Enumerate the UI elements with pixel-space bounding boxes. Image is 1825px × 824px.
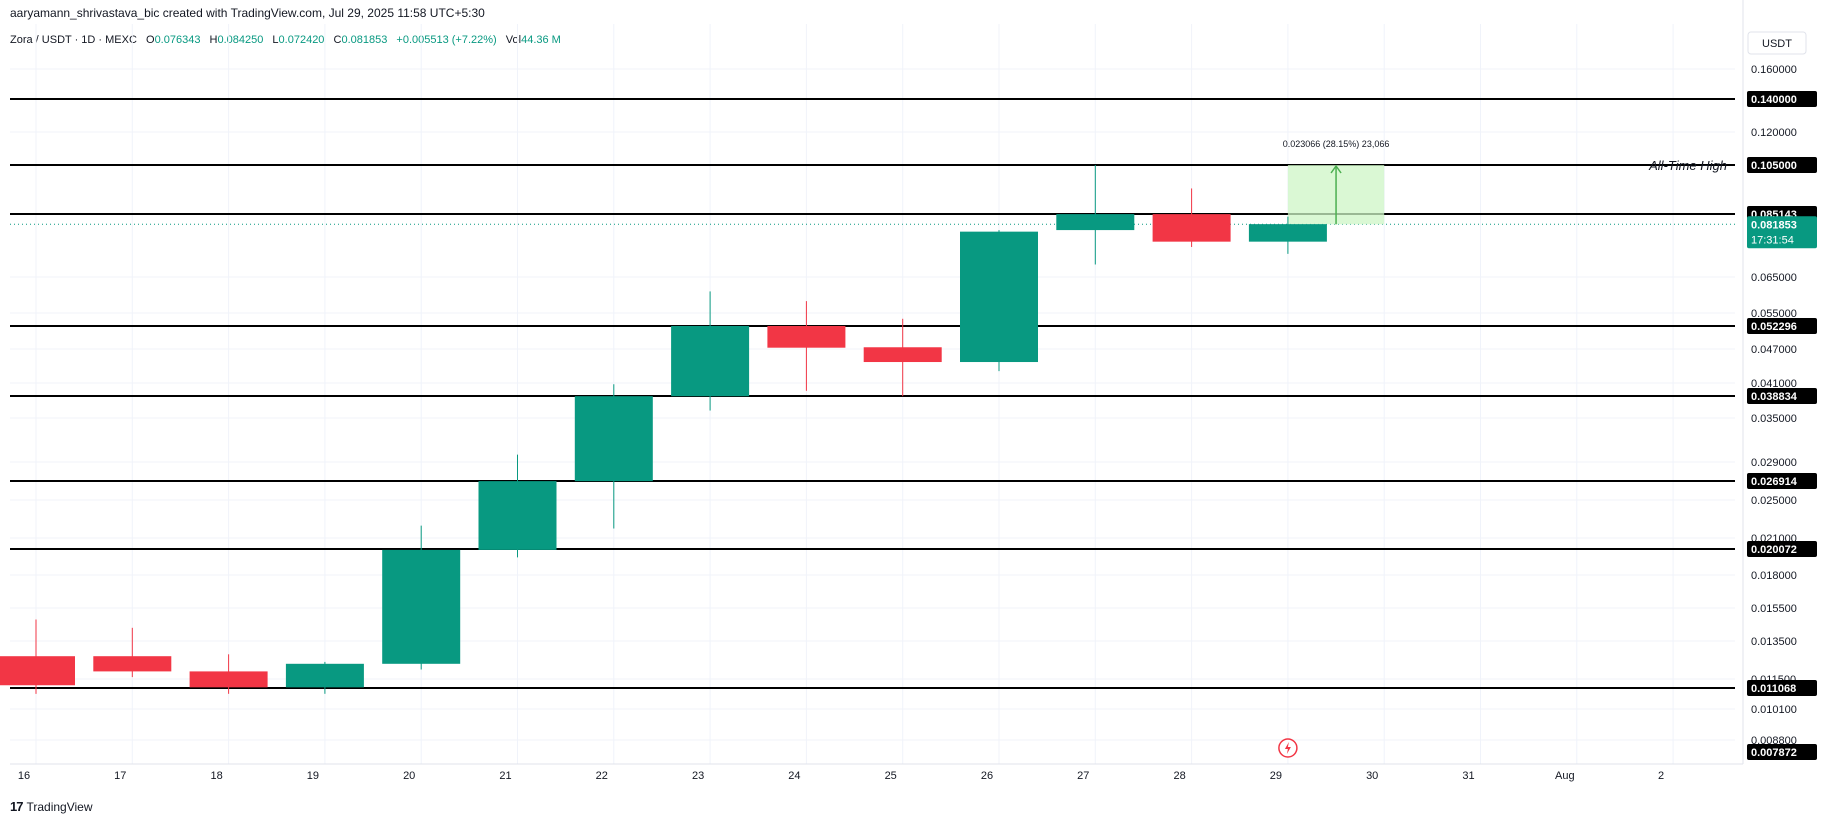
time-tick-label: Aug — [1555, 770, 1575, 782]
level-price-tag — [1747, 541, 1817, 557]
time-tick-label: 30 — [1366, 770, 1378, 782]
currency-box[interactable] — [1747, 31, 1807, 55]
close-label: C — [333, 34, 342, 46]
price-tick-label: 0.025000 — [1751, 495, 1797, 507]
time-tick-label: 26 — [981, 770, 993, 782]
candle-body — [1248, 224, 1327, 242]
level-price-tag — [1747, 157, 1817, 173]
level-price-tag-label: 0.038834 — [1751, 391, 1798, 403]
time-axis[interactable]: 16 17 18 19 20 21 22 23 24 25 26 27 28 29 30 31 Aug 2 — [10, 763, 1743, 782]
close-value: 0.081853 — [341, 34, 388, 46]
price-tick-label: 0.029000 — [1751, 457, 1797, 469]
level-price-tag-label: 0.105000 — [1751, 160, 1797, 172]
candle-body — [478, 481, 557, 550]
lightning-bolt-icon — [1284, 742, 1291, 754]
time-tick-label: 22 — [596, 770, 608, 782]
time-tick-label: 25 — [885, 770, 897, 782]
candle-body — [671, 325, 750, 397]
time-tick-label: 2 — [1658, 770, 1664, 782]
measure-arrowhead — [1330, 164, 1342, 174]
price-tick-label: 0.013500 — [1751, 636, 1797, 648]
level-price-tag-label: 0.007872 — [1751, 747, 1797, 759]
level-price-tag-label: 0.052296 — [1751, 321, 1797, 333]
time-tick-label: 19 — [307, 770, 319, 782]
level-note: All-Time High — [1648, 158, 1727, 173]
time-tick-label: 18 — [210, 770, 222, 782]
tradingview-logo-icon: 17 — [10, 799, 24, 814]
time-tick-label: 29 — [1270, 770, 1282, 782]
candle-body — [382, 549, 461, 664]
current-price-tag — [1747, 216, 1817, 249]
time-tick-label: 20 — [403, 770, 415, 782]
tradingview-brand[interactable]: 17 TradingView — [10, 799, 93, 814]
candle-body — [574, 396, 653, 482]
candle-body — [863, 347, 942, 363]
level-price-tag — [1747, 318, 1817, 334]
symbol-label[interactable]: Zora / USDT · 1D · MEXC — [10, 34, 137, 46]
time-tick-label: 31 — [1462, 770, 1474, 782]
candles — [0, 165, 1327, 694]
time-tick-label: 16 — [18, 770, 30, 782]
low-label: L — [272, 34, 279, 46]
candle-body — [1152, 214, 1231, 242]
price-tick-label: 0.018000 — [1751, 570, 1797, 582]
time-tick-label: 28 — [1173, 770, 1185, 782]
price-tick-label: 0.160000 — [1751, 64, 1797, 76]
candle-body — [960, 231, 1038, 363]
time-tick-label: 24 — [788, 770, 800, 782]
candle-body — [285, 663, 364, 688]
candle-body — [189, 671, 268, 688]
chart-credit: aaryamann_shrivastava_bic created with T… — [10, 6, 485, 20]
open-value: 0.076343 — [154, 34, 201, 46]
price-tick-label: 0.035000 — [1751, 413, 1797, 425]
price-tick-label: 0.047000 — [1751, 344, 1797, 356]
level-price-tag — [1747, 744, 1817, 760]
open-label: O — [146, 34, 155, 46]
high-label: H — [209, 34, 218, 46]
current-price-label: 0.081853 — [1751, 219, 1797, 231]
time-tick-label: 21 — [499, 770, 511, 782]
level-price-tag — [1747, 680, 1817, 696]
time-tick-label: 27 — [1077, 770, 1089, 782]
currency-label: USDT — [1762, 38, 1792, 50]
price-tick-label: 0.120000 — [1751, 127, 1797, 139]
volume-value: 44.36 M — [521, 34, 561, 46]
grid — [10, 24, 1735, 764]
price-range-measure[interactable]: 0.023066 (28.15%) 23,066 — [1283, 139, 1390, 225]
support-resistance-levels: All-Time High — [10, 98, 1735, 689]
level-price-tag-label: 0.026914 — [1751, 476, 1798, 488]
level-price-tag-label: 0.140000 — [1751, 94, 1797, 106]
time-tick-label: 17 — [114, 770, 126, 782]
level-price-tag — [1747, 473, 1817, 489]
low-value: 0.072420 — [278, 34, 325, 46]
candle-body — [0, 656, 75, 686]
time-tick-label: 23 — [692, 770, 704, 782]
level-price-tag — [1747, 388, 1817, 404]
price-tick-label: 0.010100 — [1751, 704, 1797, 716]
level-price-tag-label: 0.011068 — [1751, 683, 1796, 695]
price-tick-label: 0.015500 — [1751, 603, 1797, 615]
measure-label: 0.023066 (28.15%) 23,066 — [1283, 139, 1390, 149]
candle-body — [767, 325, 846, 348]
level-price-tag-label: 0.020072 — [1751, 544, 1797, 556]
price-tick-label: 0.055000 — [1751, 308, 1797, 320]
candle-body — [93, 656, 172, 672]
countdown-label: 17:31:54 — [1751, 234, 1794, 246]
brand-name: TradingView — [26, 799, 93, 814]
candle-body — [1056, 214, 1135, 231]
price-tick-label: 0.041000 — [1751, 378, 1797, 390]
level-price-tag — [1747, 91, 1817, 107]
price-axis[interactable]: USDT 0.160000 0.120000 0.065000 0.055000 0.04… — [1278, 0, 1817, 764]
price-tick-label: 0.065000 — [1751, 272, 1797, 284]
